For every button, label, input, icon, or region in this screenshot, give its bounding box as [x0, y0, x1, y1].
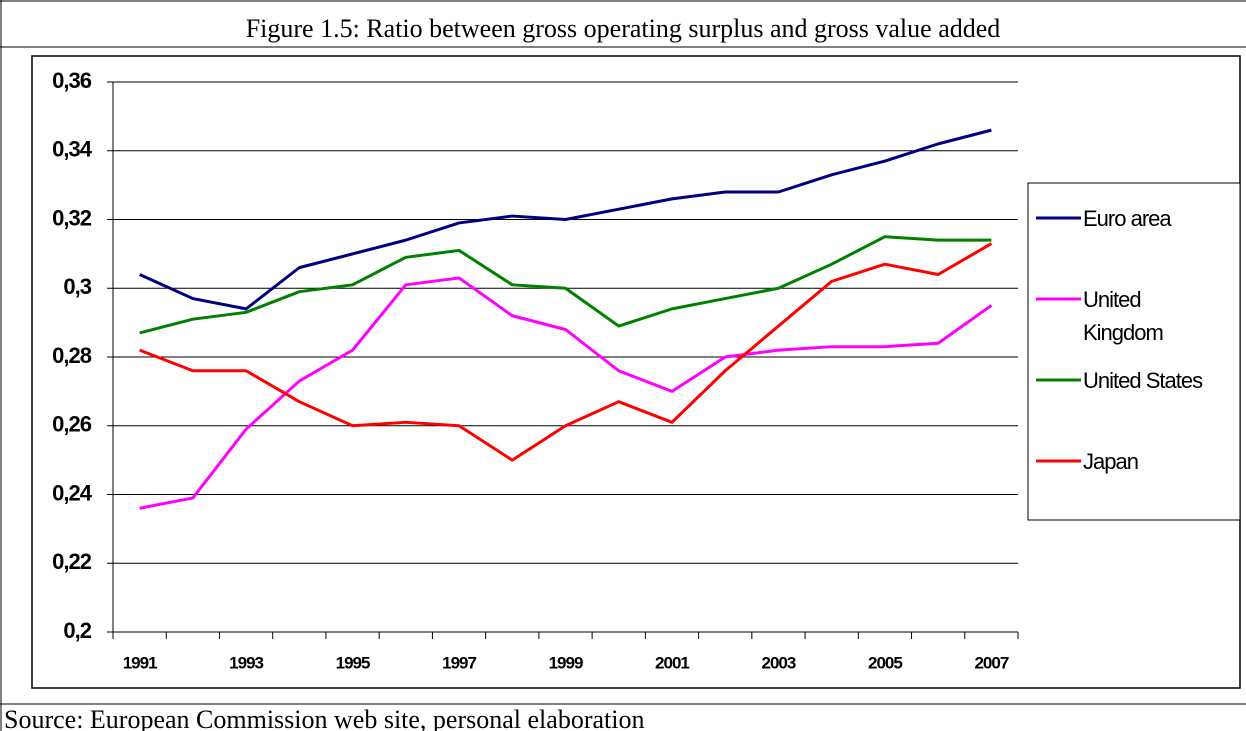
x-tick-label: 1997 — [442, 653, 476, 672]
source: Source: European Commission web site, pe… — [4, 705, 644, 731]
y-tick-label: 0,32 — [52, 205, 92, 230]
x-tick-label: 2007 — [974, 653, 1008, 672]
x-tick-label: 2003 — [762, 653, 796, 672]
chart-title: Figure 1.5: Ratio between gross operatin… — [246, 14, 1001, 43]
x-tick-label: 1991 — [123, 653, 157, 672]
y-tick-label: 0,22 — [52, 549, 92, 574]
series-line — [139, 242, 993, 462]
legend-label: Euro area — [1083, 206, 1172, 231]
y-tick-label: 0,26 — [52, 412, 92, 437]
legend-box — [1027, 182, 1241, 521]
y-tick-label: 0,3 — [63, 274, 91, 299]
legend-label: United States — [1083, 368, 1203, 393]
series-line — [139, 276, 993, 510]
x-tick-label: 1999 — [549, 653, 583, 672]
y-tick-label: 0,24 — [52, 480, 93, 505]
legend-label: Japan — [1083, 449, 1139, 474]
legend-label: United Kingdom — [1083, 287, 1164, 345]
series-line — [139, 235, 992, 335]
y-tick-label: 0,2 — [63, 618, 91, 643]
x-tick-label: 1993 — [229, 653, 263, 672]
y-tick-label: 0,36 — [52, 68, 92, 93]
x-tick-label: 2001 — [655, 653, 689, 672]
x-tick-label: 1995 — [336, 653, 370, 672]
x-tick-label: 2005 — [868, 653, 902, 672]
y-tick-label: 0,34 — [52, 137, 93, 162]
series-line — [139, 128, 992, 311]
y-tick-label: 0,28 — [52, 343, 92, 368]
